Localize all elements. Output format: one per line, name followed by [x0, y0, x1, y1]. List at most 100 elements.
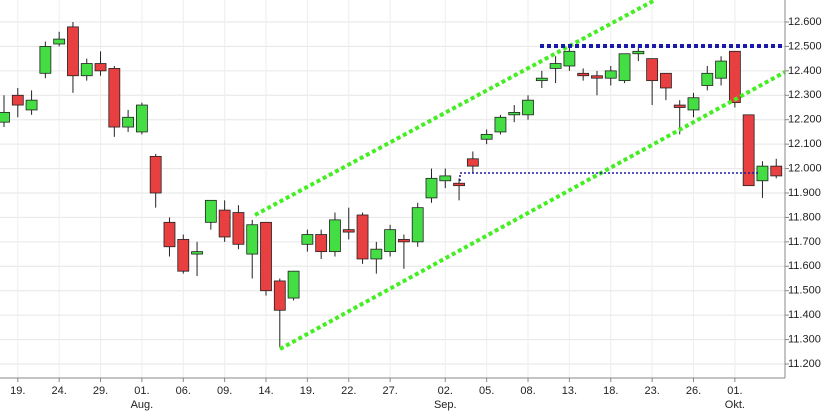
- x-tick-label: 27.: [382, 385, 397, 397]
- x-month-label: Okt.: [725, 399, 745, 411]
- candle-body-up: [204, 199, 217, 223]
- x-month-label: Sep.: [434, 399, 457, 411]
- candle-body-down: [660, 72, 672, 89]
- x-tick-label: 01.: [727, 385, 742, 397]
- x-tick-label: 06.: [176, 385, 191, 397]
- x-tick-label: 22.: [341, 385, 356, 397]
- y-tick-label: 12.100: [788, 138, 822, 150]
- y-tick-label: 12.000: [788, 162, 822, 174]
- candle-body-down: [218, 209, 231, 238]
- candle-body-up: [287, 270, 300, 299]
- candle-body-down: [315, 234, 328, 253]
- candle-body-up: [439, 175, 452, 182]
- candle-body-up: [494, 116, 507, 133]
- candle-body-down: [356, 214, 369, 260]
- y-tick-label: 12.300: [788, 89, 822, 101]
- y-tick-label: 11.400: [788, 309, 821, 321]
- candle-body-down: [232, 212, 245, 245]
- candle-body-down: [163, 221, 176, 248]
- candle-body-down: [577, 72, 590, 77]
- candle-body-down: [742, 114, 755, 187]
- candle-body-up: [563, 50, 576, 67]
- y-tick-label: 12.500: [788, 40, 822, 52]
- candle-body-up: [618, 53, 631, 82]
- channel-upper: [254, 0, 656, 217]
- x-tick-label: 09.: [217, 385, 232, 397]
- plot-area: [0, 0, 785, 378]
- candle-body-up: [715, 60, 727, 79]
- x-tick-label: 19.: [300, 385, 315, 397]
- y-tick-label: 11.300: [788, 333, 821, 345]
- candle-body-down: [11, 94, 24, 106]
- x-tick-label: 05.: [479, 385, 494, 397]
- candle-body-up: [425, 177, 438, 199]
- candle-body-up: [135, 104, 148, 133]
- channel-lower: [279, 70, 786, 351]
- candle-body-up: [246, 224, 259, 255]
- candle-body-down: [728, 50, 741, 104]
- candle-body-up: [0, 111, 10, 123]
- candles: [0, 22, 783, 347]
- candle-body-up: [191, 251, 203, 255]
- candle-body-up: [535, 77, 548, 82]
- x-tick-label: 19.: [10, 385, 25, 397]
- y-tick-label: 11.600: [788, 260, 821, 272]
- candle-body-down: [94, 63, 107, 72]
- candle-body-up: [25, 99, 38, 111]
- candle-body-up: [80, 63, 93, 77]
- candle-body-down: [149, 155, 162, 194]
- x-tick-label: 26.: [686, 385, 701, 397]
- candle-body-down: [108, 68, 121, 128]
- candle-body-up: [39, 46, 52, 74]
- y-tick-label: 11.900: [788, 187, 821, 199]
- x-tick-label: 24.: [52, 385, 67, 397]
- candle-body-up: [604, 70, 617, 79]
- candle-body-down: [673, 104, 686, 108]
- x-tick-label: 29.: [93, 385, 108, 397]
- candle-body-up: [53, 38, 66, 45]
- candle-body-up: [480, 133, 493, 140]
- candle-body-up: [508, 111, 521, 116]
- candle-body-down: [466, 158, 479, 167]
- candle-body-up: [687, 97, 700, 111]
- trend-lines: [254, 0, 786, 351]
- candle-body-up: [384, 229, 397, 253]
- candle-body-up: [411, 207, 424, 243]
- y-tick-label: 11.800: [788, 211, 821, 223]
- y-tick-label: 11.500: [788, 285, 821, 297]
- candle-body-down: [67, 26, 79, 77]
- support-line: [459, 172, 760, 181]
- candle-body-up: [701, 72, 714, 86]
- candle-body-up: [756, 165, 769, 182]
- candle-body-up: [549, 63, 562, 69]
- candle-body-up: [301, 234, 314, 245]
- candle-body-down: [342, 229, 355, 233]
- candle-body-down: [646, 58, 659, 82]
- candle-body-down: [770, 165, 783, 177]
- candle-body-up: [329, 219, 341, 253]
- candle-body-down: [260, 221, 272, 292]
- y-tick-label: 11.200: [788, 358, 821, 370]
- x-month-label: Aug.: [131, 399, 154, 411]
- candle-body-up: [122, 116, 135, 128]
- x-tick-label: 14.: [258, 385, 273, 397]
- candle-body-down: [453, 182, 465, 187]
- candle-body-down: [398, 239, 410, 243]
- y-tick-label: 11.700: [788, 236, 821, 248]
- x-tick-label: 23.: [644, 385, 659, 397]
- candle-body-down: [591, 75, 603, 79]
- candle-body-up: [522, 99, 534, 116]
- x-tick-label: 02.: [438, 385, 453, 397]
- candle-body-down: [273, 280, 286, 311]
- y-tick-label: 12.600: [788, 16, 822, 28]
- y-tick-label: 12.200: [788, 114, 822, 126]
- candle-body-down: [177, 239, 190, 272]
- x-tick-label: 13.: [562, 385, 577, 397]
- x-tick-label: 01.: [134, 385, 149, 397]
- candle-body-up: [370, 248, 383, 260]
- y-tick-label: 12.400: [788, 65, 822, 77]
- candle-body-up: [632, 50, 645, 55]
- x-tick-label: 18.: [603, 385, 618, 397]
- x-tick-label: 08.: [520, 385, 535, 397]
